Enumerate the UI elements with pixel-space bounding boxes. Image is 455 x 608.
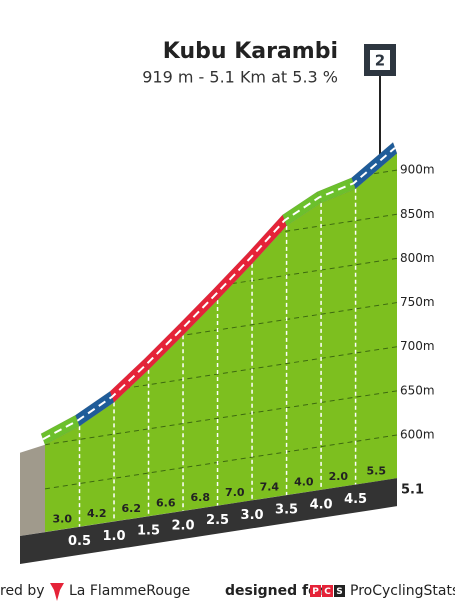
pcs-box	[322, 585, 333, 597]
flame-logo	[50, 583, 64, 601]
pcs-box	[310, 585, 321, 597]
gradient-label: 4.2	[87, 507, 107, 520]
pcs-letter: S	[336, 587, 342, 597]
gradient-label: 2.0	[329, 470, 349, 483]
designed-for: designed for	[225, 583, 325, 599]
profile-centerline	[42, 147, 396, 441]
powered-by: red by	[0, 583, 45, 599]
y-tick-label: 800m	[400, 251, 435, 265]
x-tick-label: 4.5	[344, 492, 367, 507]
x-tick-label: 4.0	[310, 497, 333, 512]
gradient-label: 3.0	[53, 512, 73, 525]
pcs-letter: P	[312, 587, 319, 597]
distance-band	[20, 478, 397, 564]
gradient-label: 5.5	[367, 464, 387, 477]
plot: 600m 650m 700m 750m 800m 850m 900m 3.0 4.2 6.2 6.6…	[20, 141, 435, 564]
x-tick-label: 1.5	[137, 524, 160, 539]
gradient-label: 6.8	[191, 491, 211, 504]
pcs-box	[334, 585, 345, 597]
y-tick-label: 700m	[400, 339, 435, 353]
subtitle: 919 m - 5.1 Km at 5.3 %	[142, 68, 338, 87]
y-tick-label: 900m	[400, 163, 435, 177]
x-tick-label: 3.5	[275, 503, 298, 518]
site: ProCyclingStats	[350, 583, 455, 599]
badge-inner	[370, 50, 390, 70]
gradient-label: 7.0	[225, 486, 245, 499]
side-face	[20, 444, 45, 536]
y-tick-label: 850m	[400, 207, 435, 221]
y-tick-label: 750m	[400, 295, 435, 309]
y-tick-label: 600m	[400, 427, 435, 441]
title: Kubu Karambi	[163, 39, 338, 64]
x-tick-label: 3.0	[241, 508, 264, 523]
x-tick-label: 2.0	[172, 518, 195, 533]
gradient-label: 7.4	[260, 481, 280, 494]
profile-body	[45, 153, 397, 532]
brand: La FlammeRouge	[69, 583, 190, 599]
category: 2	[375, 52, 385, 70]
x-tick-label: 2.5	[206, 513, 229, 528]
gradient-label: 4.0	[294, 475, 314, 488]
distance-end: 5.1	[401, 483, 424, 498]
x-tick-label: 1.0	[103, 529, 126, 544]
x-tick-label: 0.5	[68, 534, 91, 549]
gradient-label: 6.2	[122, 502, 142, 515]
pcs-letter: C	[324, 587, 331, 597]
gradient-label: 6.6	[156, 497, 176, 510]
y-tick-label: 650m	[400, 383, 435, 397]
